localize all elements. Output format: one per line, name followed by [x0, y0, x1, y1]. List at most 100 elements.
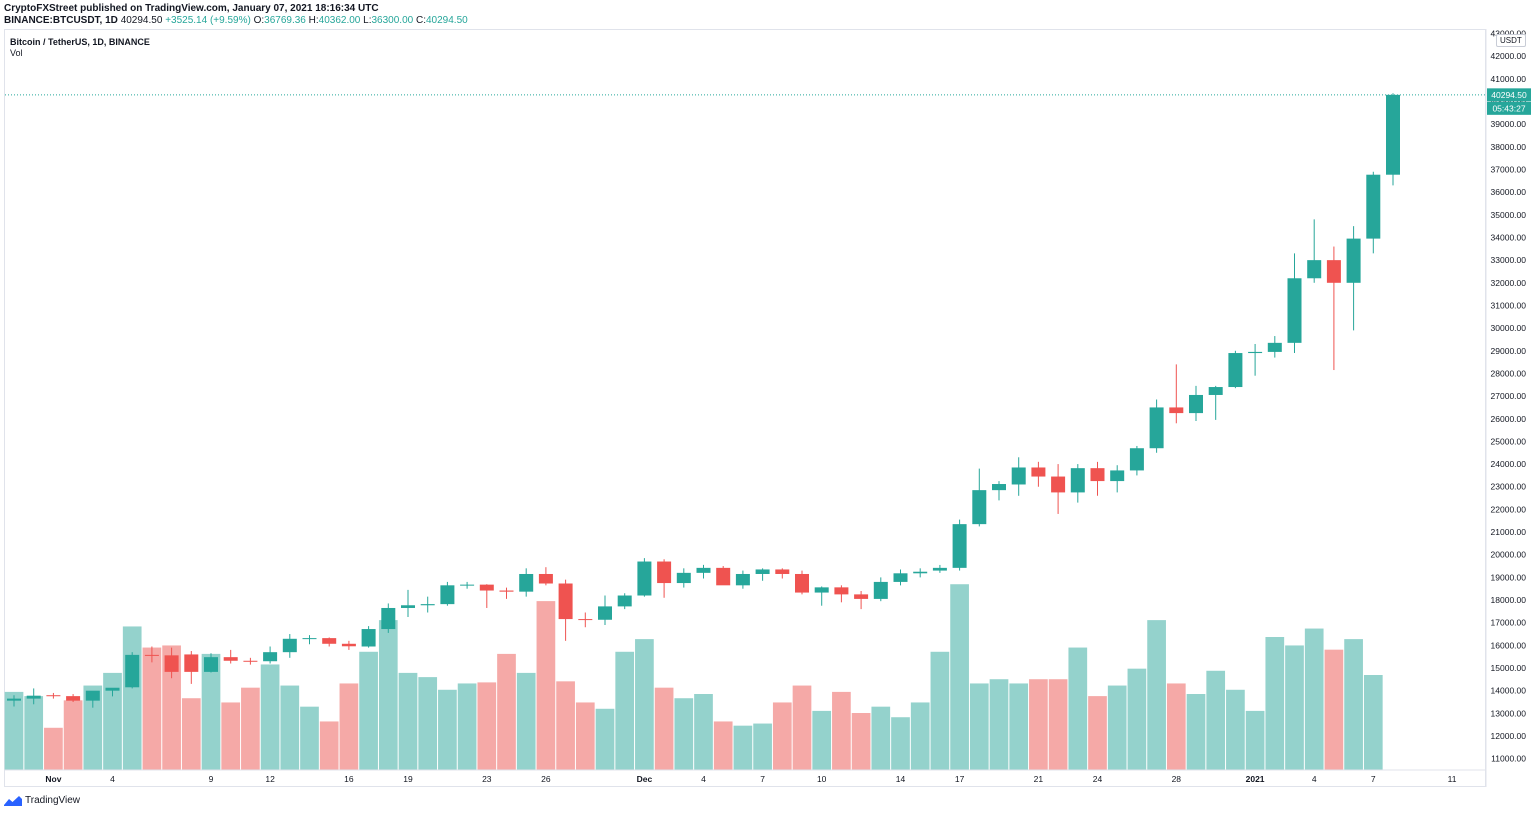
candle[interactable]	[1287, 253, 1302, 354]
candle[interactable]	[361, 626, 376, 648]
candle[interactable]	[460, 581, 475, 589]
candle[interactable]	[558, 579, 573, 641]
candle[interactable]	[1051, 464, 1066, 514]
candle[interactable]	[243, 657, 258, 665]
candle[interactable]	[420, 596, 435, 613]
candle[interactable]	[440, 581, 455, 606]
price-tick-label: 24000.00	[1491, 459, 1527, 469]
candle[interactable]	[46, 692, 61, 699]
candle-body	[361, 629, 376, 647]
candle[interactable]	[676, 568, 691, 588]
candle[interactable]	[1326, 246, 1341, 371]
candle[interactable]	[696, 564, 711, 579]
candle[interactable]	[854, 590, 869, 610]
volume-bar	[654, 687, 674, 770]
volume-bar	[1068, 647, 1088, 770]
price-tick-label: 12000.00	[1491, 731, 1527, 741]
candle[interactable]	[144, 646, 159, 663]
candle[interactable]	[341, 640, 356, 650]
open-label: O:	[253, 15, 265, 26]
candle[interactable]	[834, 585, 849, 603]
high-value: 40362.00	[318, 15, 361, 26]
volume-bar	[378, 620, 398, 770]
candle[interactable]	[1208, 385, 1223, 420]
candle[interactable]	[795, 570, 809, 595]
volume-bar	[713, 721, 733, 770]
candle[interactable]	[184, 651, 199, 684]
candle-body	[243, 660, 258, 662]
candle[interactable]	[972, 468, 987, 527]
candle[interactable]	[1129, 445, 1144, 476]
candle[interactable]	[598, 595, 612, 625]
candle[interactable]	[401, 589, 415, 618]
candle[interactable]	[1149, 399, 1164, 453]
candle[interactable]	[893, 569, 908, 586]
candle[interactable]	[538, 567, 553, 586]
candle[interactable]	[66, 694, 81, 703]
footer: TradingView	[4, 795, 80, 806]
candle[interactable]	[499, 587, 514, 599]
candle[interactable]	[1386, 93, 1400, 186]
candle[interactable]	[479, 584, 494, 608]
volume-bar	[536, 601, 556, 770]
candle[interactable]	[302, 635, 317, 645]
time-tick-label: 21	[1034, 774, 1044, 784]
candle[interactable]	[1070, 464, 1085, 503]
candle[interactable]	[164, 647, 179, 679]
candle[interactable]	[814, 586, 829, 606]
time-tick-label: 10	[817, 774, 827, 784]
candle[interactable]	[1366, 171, 1381, 254]
candle[interactable]	[617, 593, 632, 610]
volume-bar	[1304, 628, 1324, 770]
price-tick-label: 22000.00	[1491, 504, 1527, 514]
candle[interactable]	[735, 570, 750, 589]
candle[interactable]	[992, 481, 1006, 501]
candle[interactable]	[204, 653, 218, 673]
candle[interactable]	[716, 566, 731, 586]
candle[interactable]	[1110, 465, 1125, 493]
candle[interactable]	[578, 612, 593, 628]
candle[interactable]	[873, 577, 888, 602]
candle[interactable]	[1031, 461, 1046, 487]
candle[interactable]	[1346, 226, 1361, 331]
last-price-badge-bg	[1487, 88, 1531, 102]
candle-body	[1208, 387, 1223, 395]
candle[interactable]	[85, 690, 100, 708]
candle[interactable]	[322, 637, 337, 647]
candle-body	[7, 698, 21, 701]
candle[interactable]	[7, 695, 21, 707]
candle[interactable]	[775, 568, 790, 579]
candle[interactable]	[1189, 385, 1203, 422]
candle[interactable]	[125, 652, 140, 689]
candle-body	[420, 604, 435, 606]
volume-bar	[556, 681, 575, 770]
candle[interactable]	[1248, 343, 1263, 376]
candle[interactable]	[223, 649, 238, 664]
candle[interactable]	[1011, 457, 1026, 496]
candle[interactable]	[1169, 364, 1184, 424]
candle[interactable]	[1267, 336, 1282, 358]
candle[interactable]	[637, 558, 652, 597]
candle[interactable]	[1307, 219, 1322, 283]
price-unit-badge[interactable]: USDT	[1496, 34, 1526, 47]
candle[interactable]	[1090, 461, 1105, 496]
countdown-badge-bg	[1487, 101, 1531, 115]
candle[interactable]	[282, 634, 297, 658]
price-tick-label: 17000.00	[1491, 618, 1527, 628]
candle[interactable]	[952, 519, 967, 571]
last-price-text: 40294.50	[120, 15, 163, 26]
price-tick-label: 33000.00	[1491, 255, 1527, 265]
candle[interactable]	[913, 568, 928, 578]
candle[interactable]	[26, 688, 41, 705]
candle[interactable]	[381, 603, 396, 633]
candle[interactable]	[1228, 350, 1243, 389]
candle[interactable]	[932, 564, 947, 573]
candle[interactable]	[657, 559, 672, 598]
candle[interactable]	[263, 646, 278, 664]
candle[interactable]	[755, 568, 770, 581]
candle[interactable]	[105, 687, 120, 697]
volume-bar	[674, 698, 694, 770]
candle[interactable]	[519, 568, 534, 597]
price-tick-label: 16000.00	[1491, 640, 1527, 650]
